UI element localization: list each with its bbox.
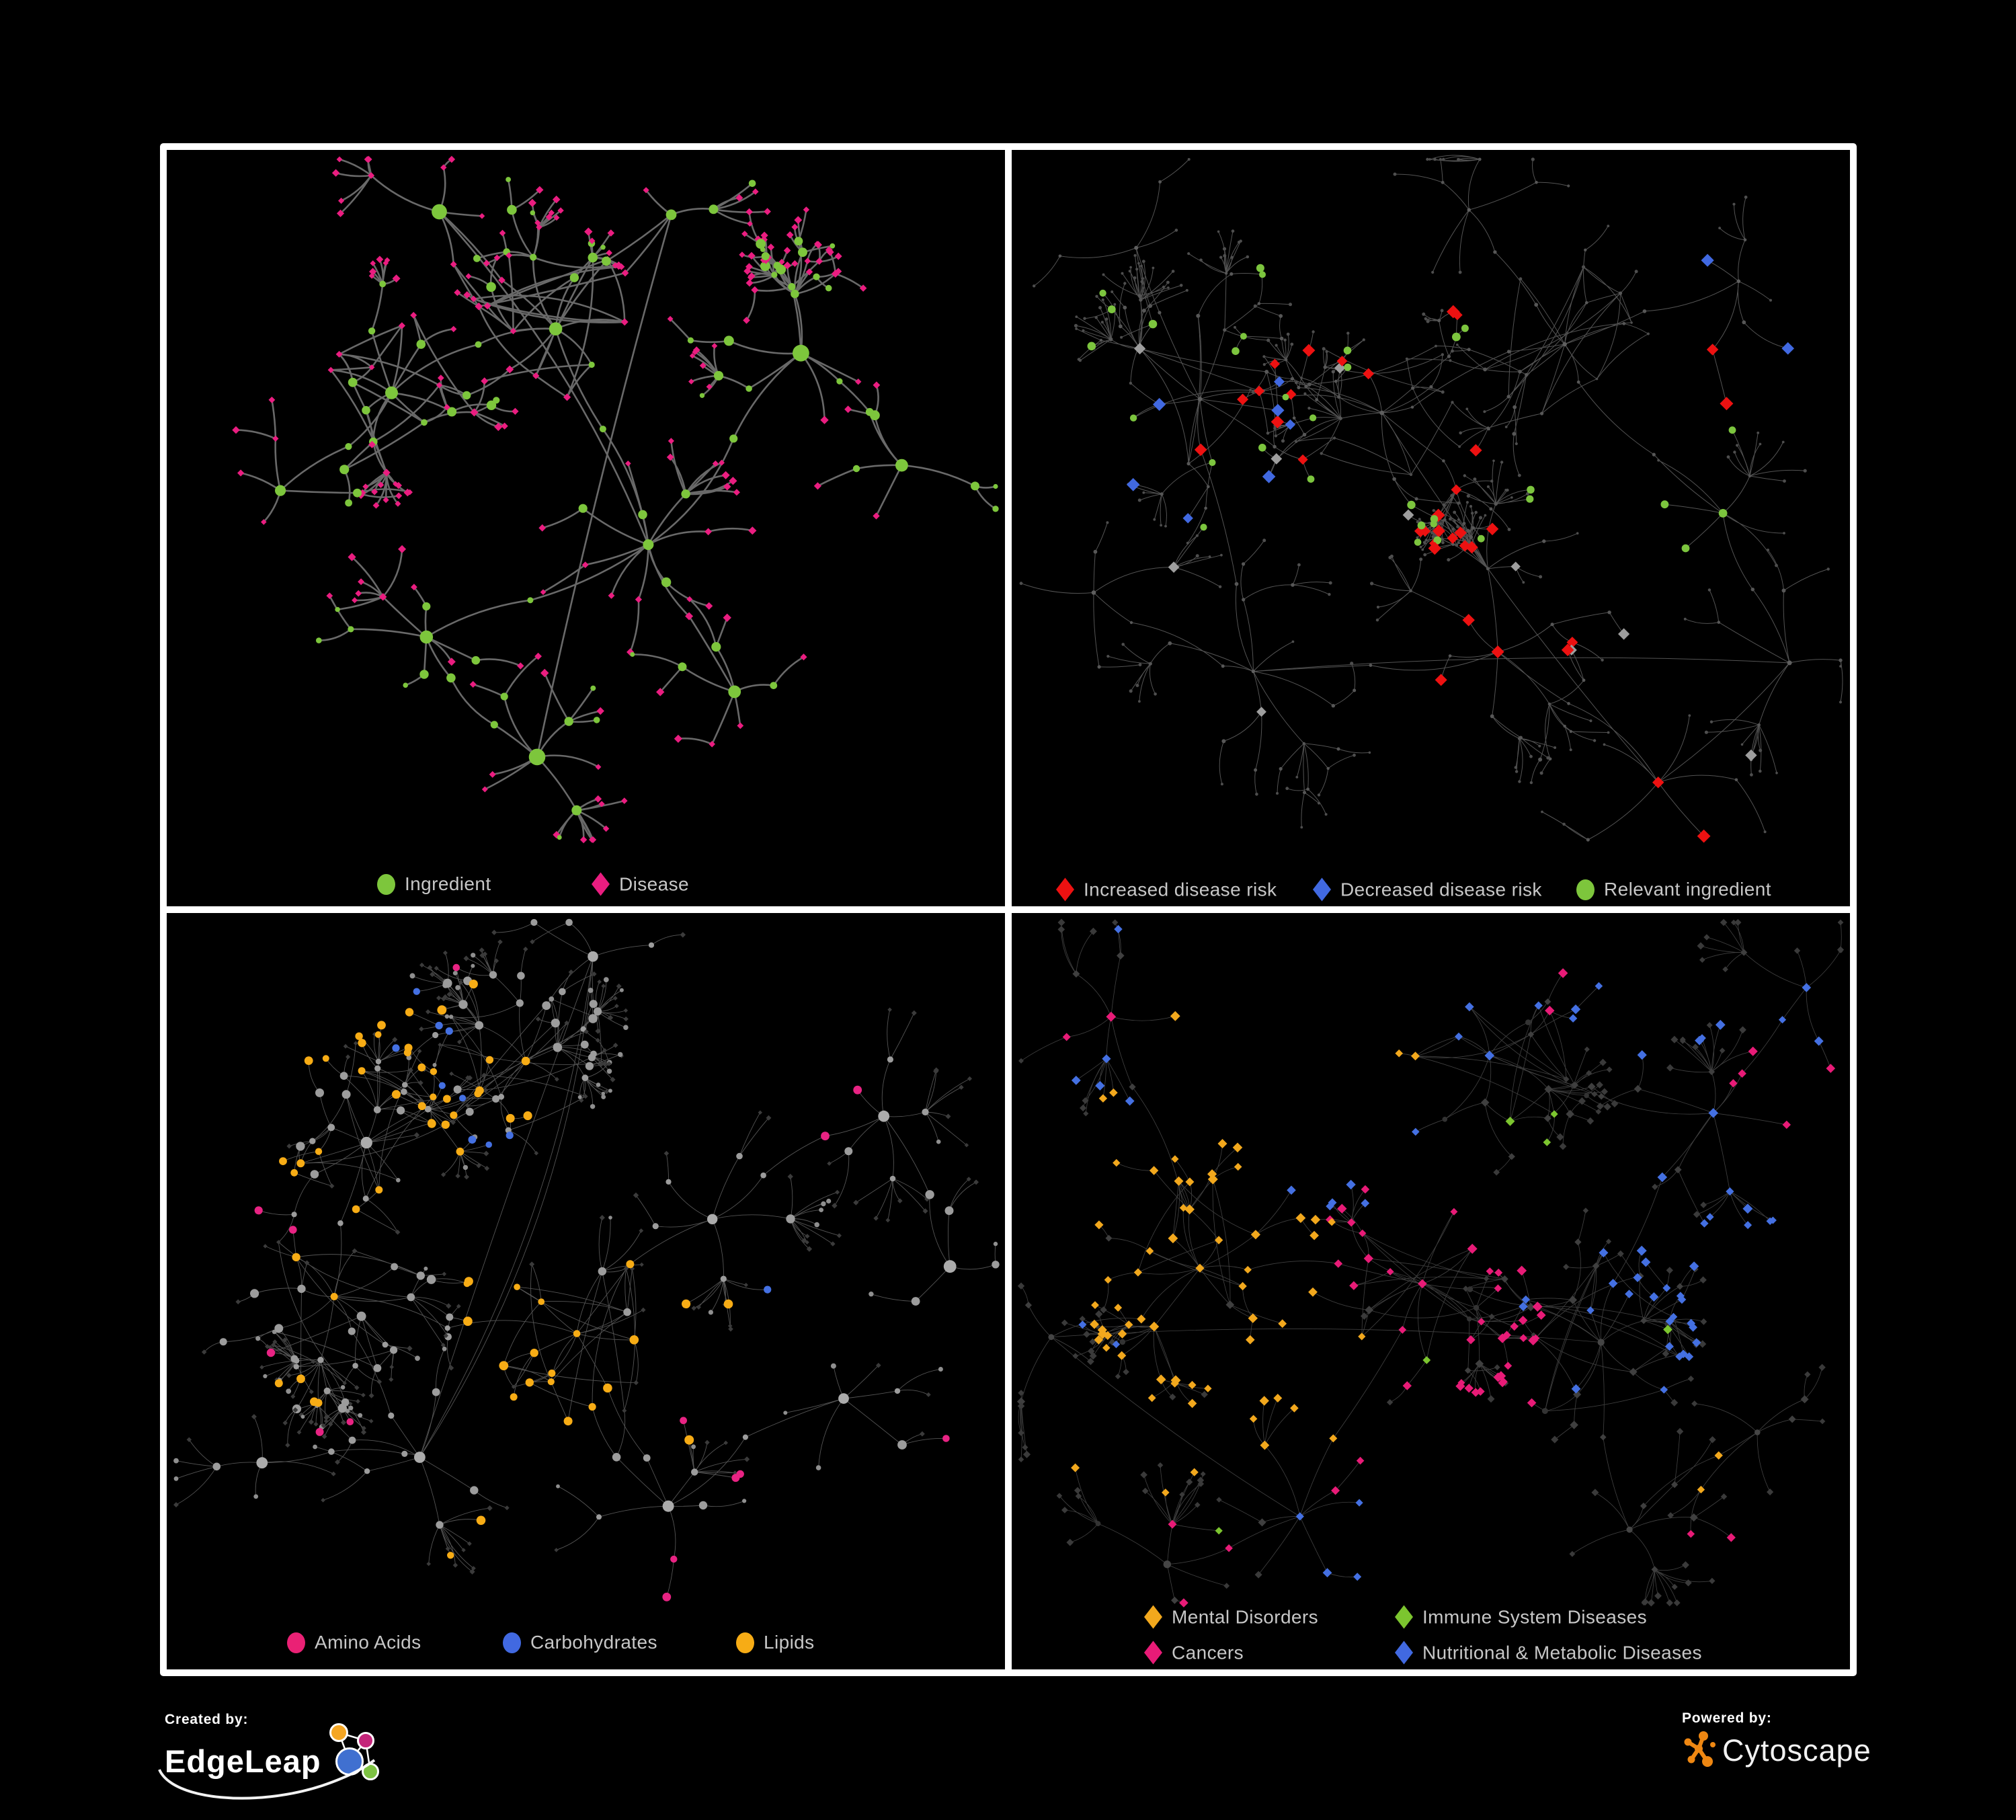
network-graph-disease-classes <box>1016 918 1845 1608</box>
nodes-layer <box>173 918 1000 1575</box>
powered-by-label: Powered by: <box>1682 1710 1772 1726</box>
edgeleap-logo-text: EdgeLeap <box>165 1743 321 1779</box>
network-graph-disease-risk <box>1019 155 1843 843</box>
nodes-layer <box>1019 157 1843 842</box>
panel-disease-classes: Mental Disorders Immune System Diseases Ca… <box>1012 913 1850 1669</box>
highlight-nodes-layer <box>1062 924 1836 1608</box>
created-by-block: Created by: EdgeLeap <box>158 1712 382 1800</box>
cytoscape-logo-text: Cytoscape <box>1722 1733 1871 1768</box>
cytoscape-logo-icon <box>1684 1731 1716 1767</box>
powered-by-block: Powered by: Cytoscape <box>1682 1710 1871 1770</box>
highlight-nodes-layer <box>1087 253 1794 843</box>
highlight-nodes-layer <box>254 963 950 1601</box>
edges-layer <box>1020 155 1843 840</box>
edgeleap-logo-icon <box>329 1723 379 1780</box>
panel-ingredient-disease: Ingredient Disease <box>167 150 1005 906</box>
panel-disease-risk: Increased disease risk Decreased disease … <box>1012 150 1850 906</box>
network-graph-ingredient-disease <box>232 155 999 844</box>
panel-nutrient-classes: Amino Acids Carbohydrates Lipids <box>167 913 1005 1669</box>
nodes-layer <box>232 155 999 844</box>
network-graph-nutrient-classes <box>173 918 1000 1601</box>
figure-grid: Ingredient Disease Increased disease risk… <box>160 143 1857 1676</box>
created-by-label: Created by: <box>165 1712 249 1727</box>
